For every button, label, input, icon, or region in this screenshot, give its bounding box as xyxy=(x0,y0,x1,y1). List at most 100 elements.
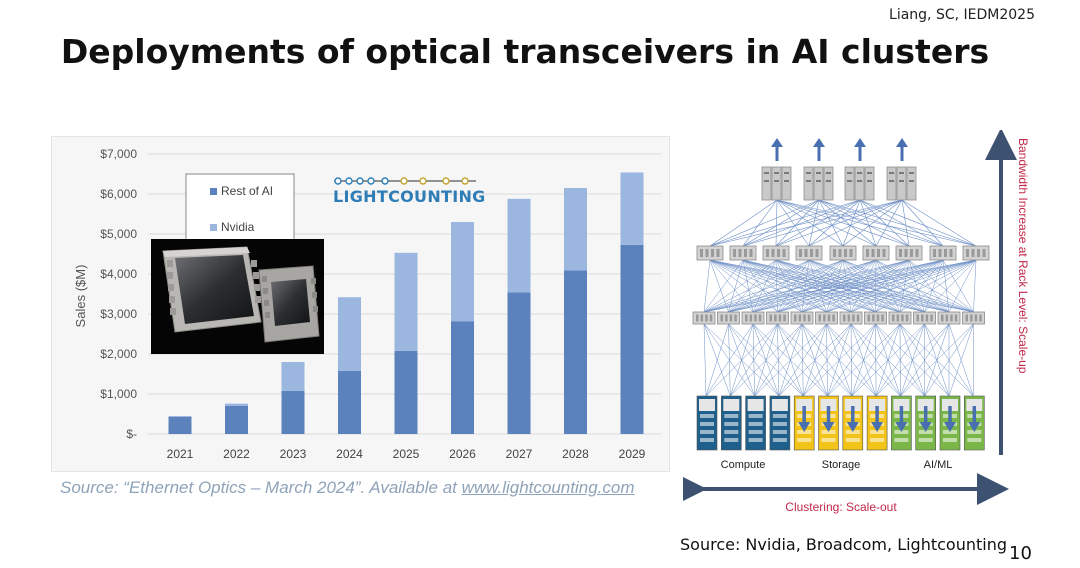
link xyxy=(924,323,974,397)
link xyxy=(705,323,754,397)
server-slot xyxy=(764,180,769,182)
rack-down-arrow-head xyxy=(846,422,859,432)
link xyxy=(808,259,852,313)
rack-top-unit xyxy=(771,399,788,411)
link xyxy=(801,259,944,313)
server-slot xyxy=(826,180,831,182)
server-slot xyxy=(826,172,831,174)
link xyxy=(924,259,977,313)
link xyxy=(827,323,876,397)
chart-source: Source: “Ethernet Optics – March 2024”. … xyxy=(60,478,635,498)
link xyxy=(948,259,977,313)
switch-port xyxy=(970,314,973,322)
bar-nvidia-2028 xyxy=(564,188,587,271)
y-tick-label: $3,000 xyxy=(100,307,137,321)
rack-top-unit xyxy=(869,399,886,411)
switch-port xyxy=(749,314,753,322)
y-tick-label: $5,000 xyxy=(100,227,137,241)
switch-port xyxy=(915,249,919,257)
x-tick-label: 2024 xyxy=(336,447,363,461)
rack-slot xyxy=(967,438,982,442)
switch-port xyxy=(941,314,944,322)
link xyxy=(818,199,977,247)
link xyxy=(775,199,861,247)
switch-port xyxy=(966,249,969,257)
link xyxy=(742,259,901,313)
link xyxy=(776,199,810,247)
link xyxy=(742,259,852,313)
switch-port xyxy=(877,249,880,257)
server-unit xyxy=(864,166,875,201)
link xyxy=(752,259,810,313)
gpu-chip-photo xyxy=(151,239,324,354)
switch-port xyxy=(930,314,933,322)
link xyxy=(875,259,950,313)
link xyxy=(742,199,903,247)
rack-slot xyxy=(821,438,836,442)
switch-port xyxy=(745,314,748,322)
link xyxy=(942,259,974,313)
link xyxy=(703,259,910,313)
server-unit xyxy=(803,166,814,201)
link xyxy=(728,259,944,313)
switch-port xyxy=(758,314,762,322)
switch-port xyxy=(807,314,811,322)
link xyxy=(709,259,754,313)
switch-port xyxy=(954,314,958,322)
switch-port xyxy=(965,314,968,322)
link xyxy=(827,323,901,397)
rack-top-unit xyxy=(796,399,813,411)
link xyxy=(826,259,910,313)
logo-text: LIGHTCOUNTING xyxy=(333,187,486,206)
link xyxy=(875,259,925,313)
bar-nvidia-2026 xyxy=(451,222,474,322)
link xyxy=(808,199,861,247)
rack-slot xyxy=(748,414,763,418)
rack-slot xyxy=(918,438,933,442)
link xyxy=(709,199,820,247)
rack-slot xyxy=(845,430,860,434)
link xyxy=(842,199,903,247)
link xyxy=(826,259,977,313)
rack-slot xyxy=(748,438,763,442)
switch-port xyxy=(892,314,895,322)
switch-port xyxy=(866,249,869,257)
link xyxy=(703,259,744,313)
lightcounting-link[interactable]: www.lightcounting.com xyxy=(461,478,635,497)
server-unit xyxy=(781,166,792,201)
link xyxy=(742,259,778,313)
x-tick-label: 2022 xyxy=(223,447,250,461)
switch-port xyxy=(876,314,880,322)
y-tick-label: $7,000 xyxy=(100,147,137,161)
rack-slot xyxy=(724,438,739,442)
switch-port xyxy=(852,314,855,322)
rack-slot xyxy=(748,430,763,434)
switch-port xyxy=(971,249,975,257)
switch-port xyxy=(832,314,835,322)
switch-port xyxy=(716,249,720,257)
switch-port xyxy=(872,314,875,322)
rack-slot xyxy=(918,430,933,434)
server-slot xyxy=(857,180,862,182)
switch-port xyxy=(833,249,836,257)
link xyxy=(901,199,944,247)
bar-rest-of-ai-2022 xyxy=(225,406,248,434)
link xyxy=(901,199,910,247)
switch-port xyxy=(810,249,813,257)
switch-port xyxy=(838,249,842,257)
link xyxy=(775,259,876,313)
link xyxy=(728,259,910,313)
link xyxy=(777,259,944,313)
switch-port xyxy=(818,314,821,322)
link xyxy=(875,259,974,313)
link xyxy=(859,199,877,247)
switch-port xyxy=(734,314,737,322)
link xyxy=(775,259,901,313)
rack-down-arrow-head xyxy=(895,422,908,432)
switch-port xyxy=(979,314,982,322)
x-tick-label: 2025 xyxy=(393,447,420,461)
link xyxy=(859,199,977,247)
server-unit xyxy=(844,166,855,201)
server-slot xyxy=(847,172,852,174)
link xyxy=(703,323,707,397)
